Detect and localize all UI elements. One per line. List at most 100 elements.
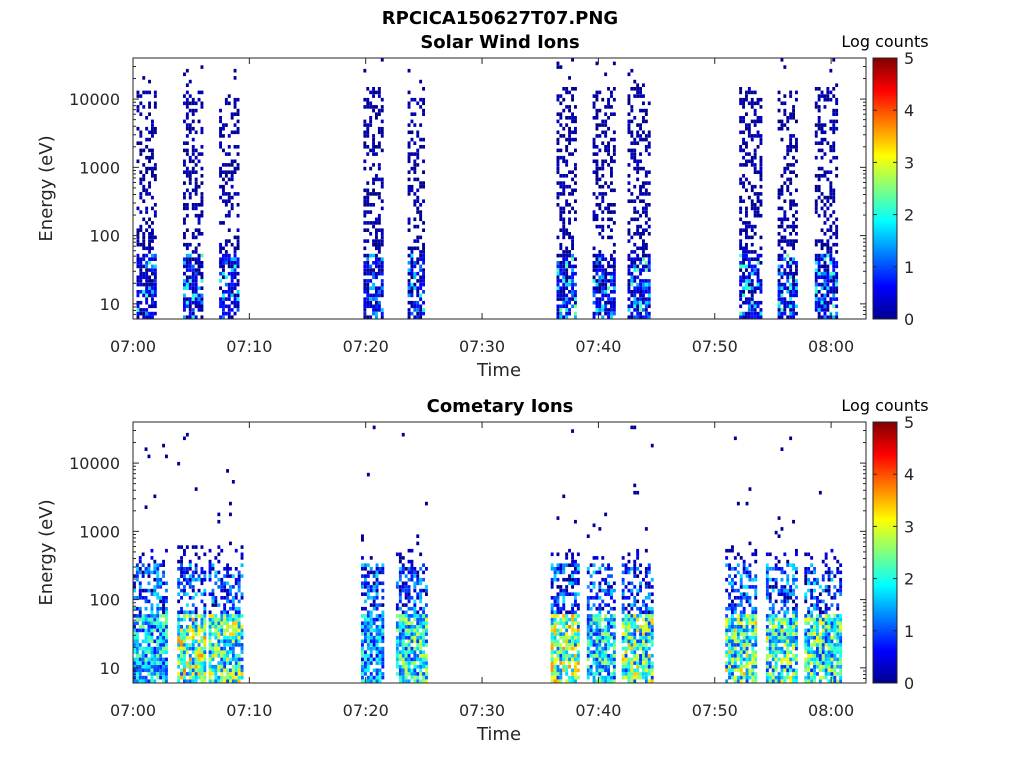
- heatmap-cell: [753, 213, 757, 218]
- heatmap-cell: [565, 315, 569, 319]
- heatmap-cell: [133, 661, 136, 665]
- heatmap-cell: [398, 654, 402, 658]
- heatmap-cell: [141, 628, 145, 633]
- heatmap-cell: [823, 257, 827, 261]
- heatmap-cell: [562, 97, 566, 102]
- heatmap-cell: [165, 581, 168, 586]
- heatmap-cell: [425, 661, 428, 665]
- heatmap-cell: [185, 126, 189, 131]
- heatmap-cell: [565, 228, 569, 232]
- heatmap-cell: [783, 300, 787, 305]
- heatmap-cell: [627, 297, 631, 301]
- heatmap-cell: [639, 606, 642, 611]
- heatmap-cell: [147, 567, 151, 571]
- heatmap-cell: [395, 650, 399, 654]
- heatmap-cell: [162, 563, 165, 567]
- heatmap-cell: [612, 654, 616, 658]
- heatmap-cell: [650, 625, 654, 629]
- heatmap-cell: [607, 621, 610, 625]
- heatmap-cell: [159, 563, 163, 567]
- heatmap-cell: [624, 668, 628, 673]
- heatmap-cell: [377, 145, 381, 149]
- heatmap-cell: [188, 563, 192, 567]
- heatmap-cell: [380, 181, 384, 185]
- heatmap-cell: [562, 625, 566, 629]
- heatmap-cell: [633, 563, 637, 567]
- heatmap-cell: [139, 101, 143, 106]
- heatmap-cell: [217, 664, 221, 669]
- heatmap-cell: [144, 635, 148, 640]
- heatmap-cell: [236, 112, 240, 116]
- heatmap-cell: [185, 625, 189, 629]
- heatmap-cell: [185, 90, 189, 95]
- heatmap-cell: [203, 664, 207, 669]
- heatmap-cell: [820, 271, 824, 276]
- heatmap-cell: [226, 596, 229, 600]
- heatmap-cell: [739, 181, 743, 185]
- heatmap-cell: [574, 290, 577, 294]
- heatmap-cell: [153, 235, 157, 240]
- heatmap-cell: [604, 290, 608, 294]
- heatmap-cell: [739, 650, 743, 654]
- heatmap-cell: [589, 596, 593, 600]
- heatmap-cell: [565, 657, 569, 662]
- heatmap-cell: [829, 271, 833, 276]
- heatmap-cell: [183, 293, 186, 298]
- heatmap-cell: [777, 279, 781, 283]
- heatmap-cell: [731, 628, 734, 633]
- heatmap-cell: [642, 257, 645, 261]
- heatmap-cell: [226, 570, 229, 575]
- heatmap-cell: [565, 261, 569, 265]
- heatmap-cell: [780, 137, 784, 142]
- heatmap-cell: [148, 155, 151, 160]
- heatmap-cell: [180, 556, 183, 560]
- heatmap-cell: [612, 625, 616, 629]
- heatmap-cell: [233, 275, 237, 280]
- x-tick-label: 07:50: [692, 337, 738, 356]
- heatmap-cell: [197, 614, 201, 618]
- heatmap-cell: [147, 581, 151, 586]
- heatmap-cell: [647, 257, 651, 261]
- heatmap-cell: [607, 567, 610, 571]
- heatmap-cell: [556, 141, 560, 145]
- heatmap-cell: [562, 108, 566, 113]
- heatmap-cell: [150, 628, 154, 633]
- heatmap-cell: [610, 174, 613, 178]
- heatmap-cell: [197, 654, 201, 658]
- heatmap-cell: [783, 199, 787, 203]
- heatmap-cell: [553, 657, 557, 662]
- heatmap-cell: [398, 643, 402, 647]
- heatmap-cell: [820, 304, 824, 309]
- heatmap-cell: [612, 130, 616, 135]
- heatmap-cell: [233, 282, 237, 287]
- heatmap-cell: [745, 650, 749, 654]
- heatmap-cell: [229, 588, 232, 593]
- heatmap-cell: [407, 577, 411, 582]
- heatmap-cell: [650, 654, 654, 658]
- heatmap-cell: [780, 184, 784, 189]
- heatmap-cell: [162, 664, 165, 669]
- heatmap-cell: [236, 119, 240, 124]
- heatmap-cell: [150, 646, 154, 651]
- heatmap-cell: [624, 614, 628, 618]
- heatmap-cell: [138, 596, 142, 600]
- heatmap-cell: [574, 166, 577, 171]
- heatmap-cell: [375, 574, 379, 578]
- heatmap-cell: [395, 628, 399, 633]
- heatmap-cell: [568, 217, 571, 222]
- heatmap-cell: [230, 195, 234, 200]
- heatmap-cell: [601, 639, 605, 644]
- heatmap-cell: [203, 603, 207, 607]
- heatmap-cell: [795, 293, 798, 298]
- heatmap-cell: [595, 97, 599, 102]
- heatmap-cell: [151, 286, 154, 290]
- heatmap-cell: [185, 646, 189, 651]
- heatmap-cell: [233, 286, 237, 290]
- heatmap-cell: [745, 311, 748, 316]
- heatmap-cell: [733, 588, 737, 593]
- heatmap-cell: [197, 228, 201, 232]
- heatmap-cell: [792, 300, 795, 305]
- heatmap-cell: [223, 581, 227, 586]
- heatmap-cell: [745, 206, 748, 211]
- heatmap-cell: [747, 134, 751, 138]
